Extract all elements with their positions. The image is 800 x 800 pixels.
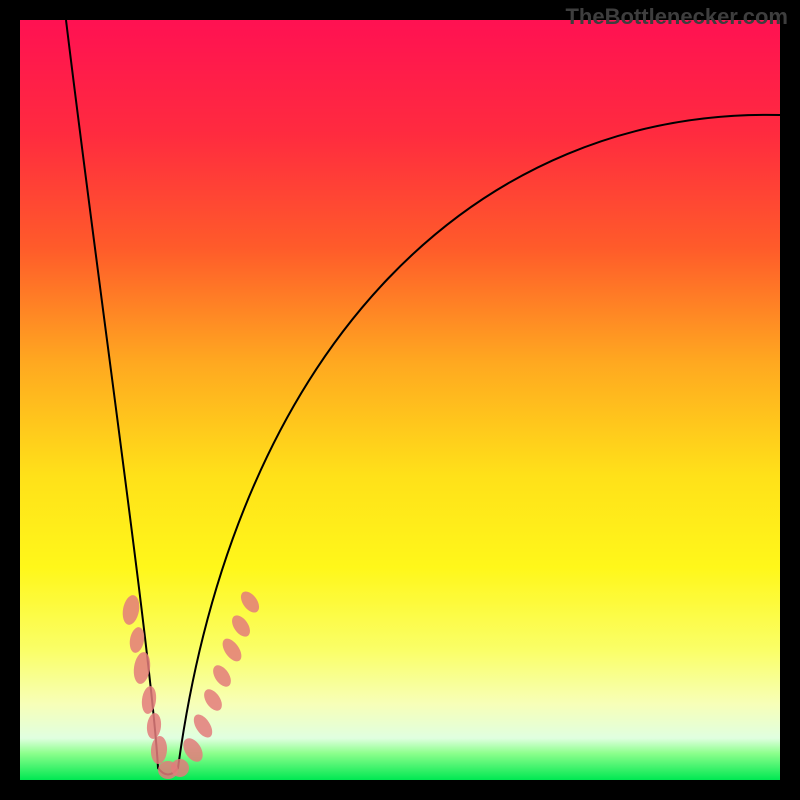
chart-canvas: TheBottlenecker.com bbox=[0, 0, 800, 800]
gradient-background bbox=[20, 20, 780, 780]
bottleneck-chart bbox=[0, 0, 800, 800]
watermark: TheBottlenecker.com bbox=[565, 4, 788, 30]
